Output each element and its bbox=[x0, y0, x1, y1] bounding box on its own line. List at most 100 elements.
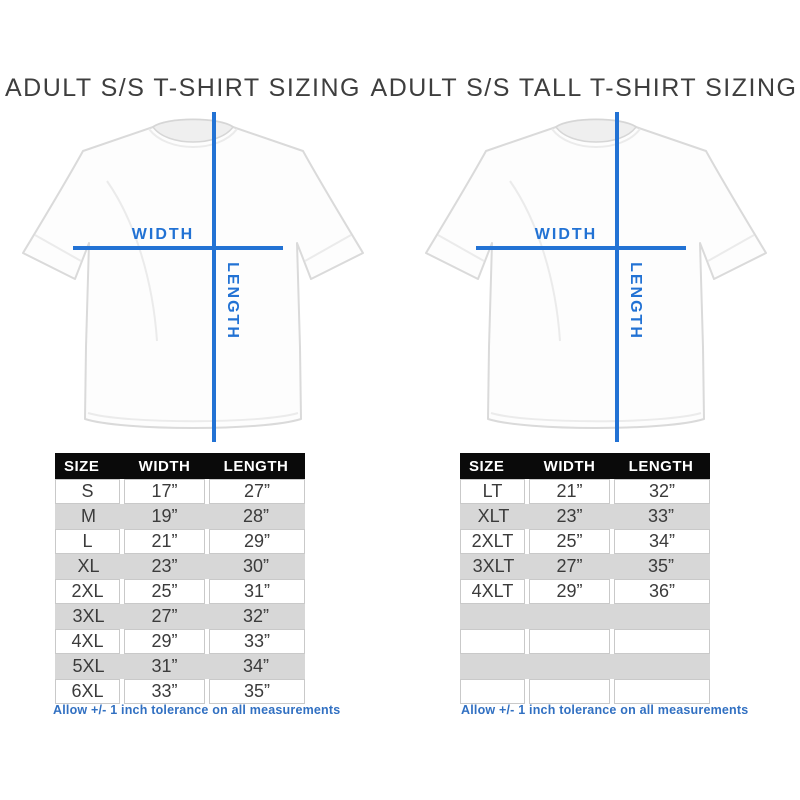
table-cell: 4XLT bbox=[460, 579, 525, 604]
table-row: 6XL 33” 35” bbox=[55, 679, 305, 704]
table-cell: 2XL bbox=[55, 579, 120, 604]
table-row: XLT 23” 33” bbox=[460, 504, 710, 529]
page-title-tall: ADULT S/S TALL T-SHIRT SIZING bbox=[370, 74, 798, 102]
table-cell: 23” bbox=[151, 556, 178, 576]
table-row: M 19” 28” bbox=[55, 504, 305, 529]
table-header-size: SIZE bbox=[469, 457, 505, 475]
table-row: 5XL 31” 34” bbox=[55, 654, 305, 679]
tshirt-hem-seam bbox=[490, 412, 702, 423]
tshirt-sleeve-seam-right bbox=[304, 234, 352, 262]
table-cell: 34” bbox=[242, 656, 269, 676]
table-cell bbox=[529, 679, 610, 704]
table-cell bbox=[612, 654, 710, 679]
table-header-row: SIZE WIDTH LENGTH bbox=[55, 453, 305, 479]
table-cell: 3XL bbox=[72, 606, 105, 626]
table-row: S 17” 27” bbox=[55, 479, 305, 504]
size-table-regular: SIZE WIDTH LENGTH S 17” 27” M 19” 28” L 21” 29” X… bbox=[55, 453, 305, 704]
table-cell: 27” bbox=[209, 479, 305, 504]
table-cell: 29” bbox=[529, 579, 610, 604]
table-cell: M bbox=[81, 506, 96, 526]
table-cell: 23” bbox=[556, 506, 583, 526]
table-row bbox=[460, 654, 710, 679]
table-cell bbox=[614, 679, 710, 704]
tshirt-outline bbox=[22, 118, 364, 429]
table-row: XL 23” 30” bbox=[55, 554, 305, 579]
width-label: WIDTH bbox=[132, 226, 194, 243]
tshirt-wrinkle bbox=[509, 180, 561, 342]
table-cell: 30” bbox=[242, 556, 269, 576]
table-header-width: WIDTH bbox=[138, 457, 191, 475]
tshirt-diagram-regular: WIDTH LENGTH bbox=[22, 112, 364, 442]
table-cell: 33” bbox=[124, 679, 205, 704]
tshirt-collar-seam bbox=[148, 128, 238, 148]
table-cell: 35” bbox=[647, 556, 674, 576]
length-label: LENGTH bbox=[224, 262, 241, 340]
table-cell: 28” bbox=[242, 506, 269, 526]
table-cell: 25” bbox=[124, 579, 205, 604]
table-cell: 31” bbox=[151, 656, 178, 676]
table-row: 3XLT 27” 35” bbox=[460, 554, 710, 579]
table-cell bbox=[529, 629, 610, 654]
table-cell bbox=[527, 604, 612, 629]
table-cell: 35” bbox=[209, 679, 305, 704]
table-cell: 21” bbox=[124, 529, 205, 554]
tolerance-note-tall: Allow +/- 1 inch tolerance on all measur… bbox=[461, 703, 749, 717]
width-label: WIDTH bbox=[535, 226, 597, 243]
table-cell: XL bbox=[77, 556, 100, 576]
table-header-row: SIZE WIDTH LENGTH bbox=[460, 453, 710, 479]
table-cell: 34” bbox=[614, 529, 710, 554]
table-header-width: WIDTH bbox=[543, 457, 596, 475]
table-row: L 21” 29” bbox=[55, 529, 305, 554]
table-cell: S bbox=[55, 479, 120, 504]
table-cell: 2XLT bbox=[460, 529, 525, 554]
table-cell: 31” bbox=[209, 579, 305, 604]
tshirt-hem-seam bbox=[87, 412, 299, 423]
table-cell: 33” bbox=[209, 629, 305, 654]
tshirt-outline bbox=[425, 118, 767, 429]
page-title-regular: ADULT S/S T-SHIRT SIZING bbox=[5, 74, 361, 102]
table-row: 4XL 29” 33” bbox=[55, 629, 305, 654]
tshirt-sleeve-seam-left bbox=[34, 234, 82, 262]
size-table-tall: SIZE WIDTH LENGTH LT 21” 32” XLT 23” 33” 2XLT 2… bbox=[460, 453, 710, 704]
tshirt-collar-seam bbox=[551, 128, 641, 148]
table-cell: 5XL bbox=[72, 656, 105, 676]
table-cell bbox=[460, 604, 527, 629]
table-cell: 32” bbox=[614, 479, 710, 504]
tshirt-wrinkle bbox=[106, 180, 158, 342]
table-cell: 19” bbox=[151, 506, 178, 526]
table-cell: 3XLT bbox=[472, 556, 515, 576]
table-row: 3XL 27” 32” bbox=[55, 604, 305, 629]
table-cell: 33” bbox=[647, 506, 674, 526]
table-cell bbox=[612, 604, 710, 629]
table-header-length: LENGTH bbox=[223, 457, 289, 475]
table-row bbox=[460, 604, 710, 629]
table-cell: 27” bbox=[151, 606, 178, 626]
table-cell: 32” bbox=[242, 606, 269, 626]
table-cell bbox=[527, 654, 612, 679]
length-label: LENGTH bbox=[627, 262, 644, 340]
table-cell: 21” bbox=[529, 479, 610, 504]
table-cell bbox=[460, 654, 527, 679]
table-cell: 29” bbox=[209, 529, 305, 554]
table-row: 4XLT 29” 36” bbox=[460, 579, 710, 604]
table-cell: L bbox=[55, 529, 120, 554]
tshirt-sleeve-seam-right bbox=[707, 234, 755, 262]
table-cell: 29” bbox=[124, 629, 205, 654]
table-row: LT 21” 32” bbox=[460, 479, 710, 504]
table-cell: XLT bbox=[477, 506, 510, 526]
table-cell: 27” bbox=[556, 556, 583, 576]
table-cell: 25” bbox=[529, 529, 610, 554]
table-cell: 4XL bbox=[55, 629, 120, 654]
tshirt-sleeve-seam-left bbox=[437, 234, 485, 262]
table-header-size: SIZE bbox=[64, 457, 100, 475]
table-header-length: LENGTH bbox=[628, 457, 694, 475]
table-cell: 36” bbox=[614, 579, 710, 604]
table-cell: 6XL bbox=[55, 679, 120, 704]
table-cell: 17” bbox=[124, 479, 205, 504]
table-row: 2XLT 25” 34” bbox=[460, 529, 710, 554]
table-row bbox=[460, 679, 710, 704]
table-cell bbox=[460, 679, 525, 704]
table-cell: LT bbox=[460, 479, 525, 504]
tshirt-diagram-tall: WIDTH LENGTH bbox=[425, 112, 767, 442]
